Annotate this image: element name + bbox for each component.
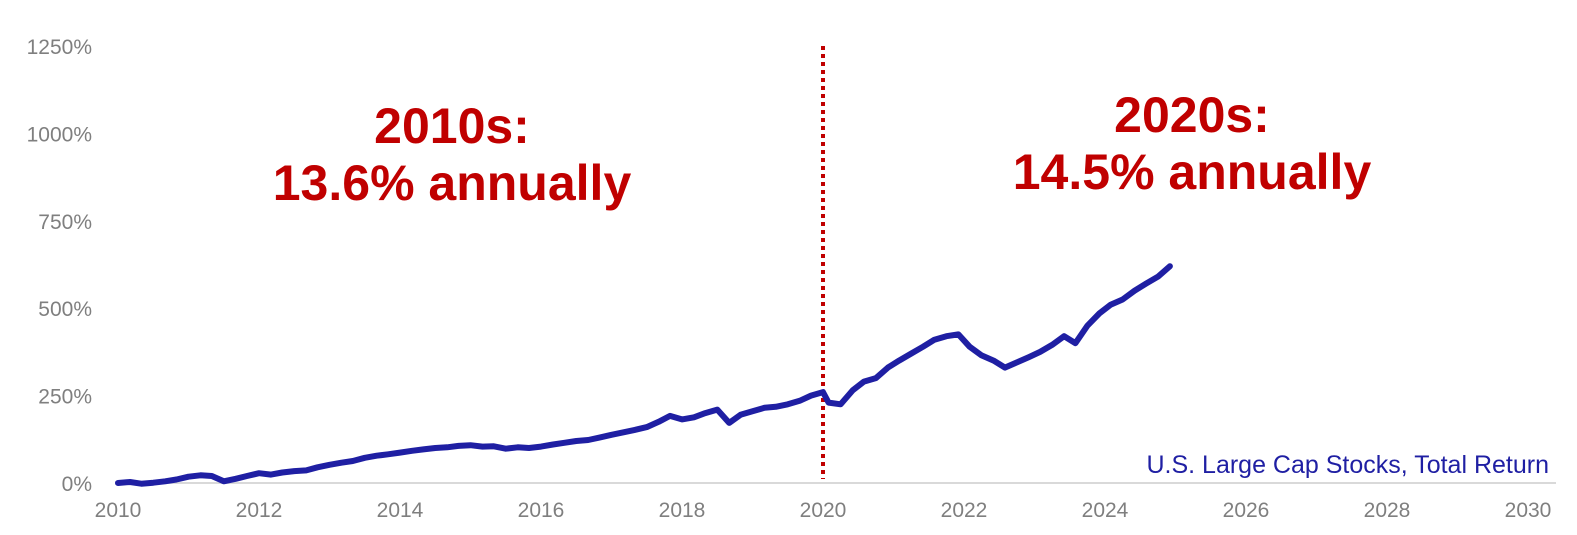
y-tick-label: 1250% (27, 36, 92, 59)
x-tick-label: 2016 (518, 499, 565, 522)
annotation-2020s-rate: 14.5% annually (1013, 144, 1372, 200)
x-tick-label: 2028 (1364, 499, 1411, 522)
x-tick-label: 2010 (95, 499, 142, 522)
annotation-2010s-label: 2010s: (374, 98, 530, 154)
x-tick-label: 2026 (1223, 499, 1270, 522)
y-tick-label: 750% (38, 211, 92, 234)
x-tick-label: 2014 (377, 499, 424, 522)
annotation-2010s-rate: 13.6% annually (273, 155, 632, 211)
x-tick-label: 2020 (800, 499, 847, 522)
y-tick-label: 250% (38, 386, 92, 409)
y-tick-label: 500% (38, 298, 92, 321)
x-tick-label: 2030 (1505, 499, 1552, 522)
series-layer (115, 263, 1173, 487)
y-axis-tick-labels: 0% 250% 500% 750% 1000% 1250% (27, 36, 92, 496)
y-tick-label: 0% (62, 473, 92, 496)
x-tick-label: 2018 (659, 499, 706, 522)
y-tick-label: 1000% (27, 123, 92, 146)
x-axis-tick-labels: 2010 2012 2014 2016 2018 2020 2022 2024 2026 2028… (95, 499, 1552, 522)
series-line (115, 263, 1173, 487)
x-tick-label: 2022 (941, 499, 988, 522)
x-tick-label: 2024 (1082, 499, 1129, 522)
x-tick-label: 2012 (236, 499, 283, 522)
series-label: U.S. Large Cap Stocks, Total Return (1146, 451, 1549, 479)
annotation-2020s-label: 2020s: (1114, 87, 1270, 143)
